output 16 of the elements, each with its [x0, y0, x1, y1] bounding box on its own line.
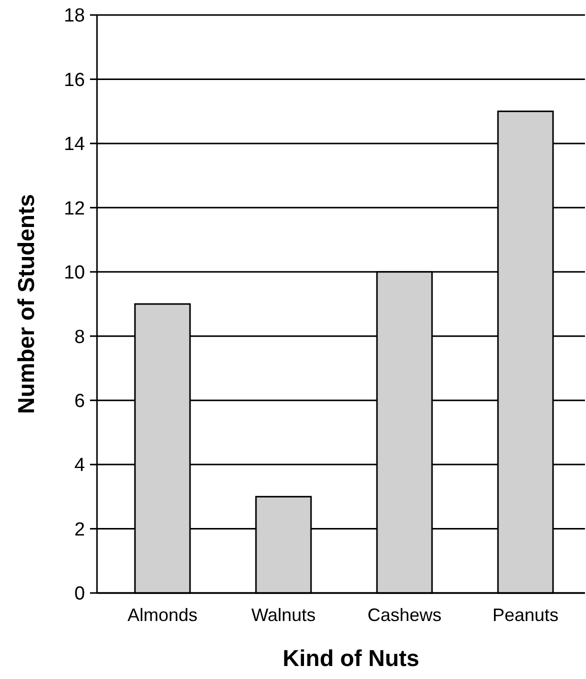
x-tick-label: Peanuts [492, 605, 559, 625]
y-tick-label: 4 [74, 455, 86, 476]
x-tick-label: Almonds [127, 605, 198, 625]
y-tick-label: 8 [74, 326, 85, 348]
y-tick-label: 6 [74, 390, 85, 412]
y-tick-label: 0 [74, 584, 85, 605]
y-tick-label: 12 [64, 198, 85, 220]
y-tick-label: 18 [64, 6, 85, 27]
x-axis-title: Kind of Nuts [282, 645, 420, 671]
y-tick-label: 10 [64, 262, 85, 284]
x-tick-label: Walnuts [251, 605, 316, 625]
y-axis-title: Number of Students [13, 194, 39, 414]
y-tick-label: 14 [64, 134, 86, 156]
y-tick-label: 16 [64, 70, 85, 91]
x-tick-label: Cashews [367, 605, 442, 625]
y-tick-label: 2 [74, 519, 85, 540]
